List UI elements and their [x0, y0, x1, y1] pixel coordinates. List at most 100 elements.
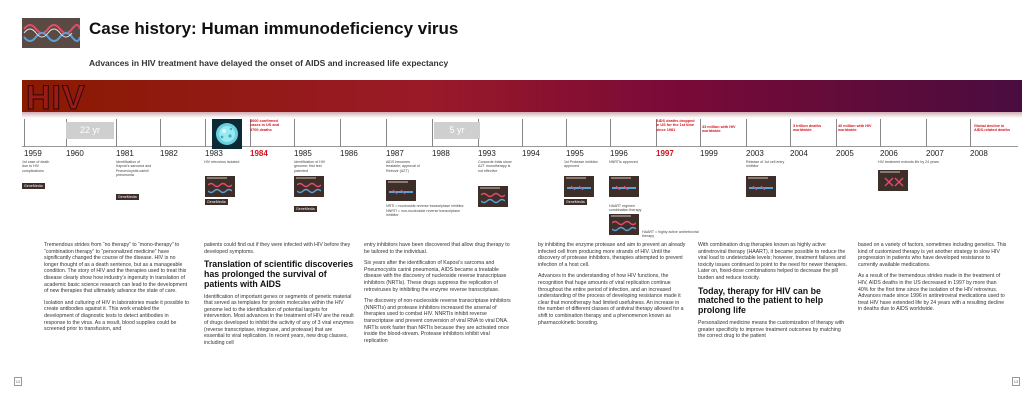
year-label: 1996 [610, 149, 628, 158]
year-label: 2004 [790, 149, 808, 158]
drug-image [478, 186, 508, 207]
paragraph: As a result of the tremendous strides ma… [858, 273, 1005, 313]
source-chip: GeneMedia [205, 199, 228, 205]
year-label: 2003 [746, 149, 764, 158]
note-1985: Identification of HIV genome; first test… [294, 160, 326, 173]
article-column-5: With combination drug therapies known as… [698, 242, 848, 345]
timeline-tick [294, 119, 295, 147]
timeline-tick [880, 119, 881, 147]
paragraph: With combination drug therapies known as… [698, 242, 848, 281]
timeline-tick [970, 119, 971, 147]
note-1996: NNRTIs approved [609, 160, 638, 164]
year-label: 1959 [24, 149, 42, 158]
timeline-tick [790, 119, 791, 147]
page-subtitle: Advances in HIV treatment have delayed t… [89, 58, 449, 68]
note-1987: AIDS becomes treatable; approval of Retr… [386, 160, 420, 173]
paragraph: Tremendous strides from “no therapy” to … [44, 242, 188, 295]
note-1997: AIDS deaths dropped in US for the 1st ti… [656, 119, 695, 132]
timeline-tick [610, 119, 611, 147]
note-1959: 1st case of death due to HIV complicatio… [22, 160, 50, 173]
year-label: 1960 [66, 149, 84, 158]
legend-nrti: NRTI = nucleoside reverse transcriptase … [386, 204, 464, 208]
timeline-tick [340, 119, 341, 147]
note-2008: Global decline in AIDS-related deaths [974, 124, 1011, 133]
timeline-tick [926, 119, 927, 147]
hiv-banner [22, 80, 1022, 112]
timeline-tick [836, 119, 837, 147]
hiv-banner-label: HIV [26, 79, 86, 118]
year-label: 1986 [340, 149, 358, 158]
paragraph: The discovery of non-nucleoside reverse … [364, 298, 511, 344]
timeline-tick [656, 119, 657, 147]
legend-nnrti: NNRTI = non-nucleoside reverse transcrip… [386, 209, 460, 218]
year-label: 1983 [205, 149, 223, 158]
year-label: 1999 [700, 149, 718, 158]
article-column-2: patients could find out if they were inf… [204, 242, 354, 351]
timeline-tick [24, 119, 25, 147]
timeline-tick [522, 119, 523, 147]
year-label: 2005 [836, 149, 854, 158]
hiv-banner-shadow [22, 112, 1022, 118]
section-heading: Today, therapy for HIV can be matched to… [698, 285, 824, 316]
year-label: 1995 [566, 149, 584, 158]
year-label: 1985 [294, 149, 312, 158]
drug-image [746, 176, 776, 197]
paragraph: Isolation and culturing of HIV in labora… [44, 299, 190, 333]
drug-image [386, 180, 416, 201]
page-number-left: 12 [14, 377, 22, 386]
paragraph: Personalized medicine means the customiz… [698, 319, 845, 340]
article-column-3: entry inhibitors have been discovered th… [364, 242, 514, 349]
drug-image [878, 170, 908, 191]
source-chip: GeneMedia [116, 194, 139, 200]
timeline-tick [700, 119, 701, 147]
logo-image [22, 18, 80, 48]
gap-marker-22yr: 22 yr [66, 122, 114, 139]
year-label: 1993 [478, 149, 496, 158]
virus-image [212, 119, 242, 149]
legend-haart: HAART = highly active antiretroviral the… [642, 230, 699, 239]
timeline-tick [205, 119, 206, 147]
note-1984: 8000 confirmed cases in US and 3700 deat… [250, 119, 280, 132]
paragraph: by inhibiting the enzyme protease and ai… [538, 242, 686, 268]
drug-image [564, 176, 594, 197]
page-number-right: 13 [1012, 377, 1020, 386]
drug-image [294, 176, 324, 197]
note-2005: 40 million with HIV worldwide [838, 124, 872, 133]
page-title: Case history: Human immunodeficiency vir… [89, 19, 459, 38]
paragraph: patients could find out if they were inf… [204, 242, 351, 255]
timeline-tick [116, 119, 117, 147]
year-label: 2007 [926, 149, 944, 158]
note-1999: 33 million with HIV worldwide [702, 125, 736, 134]
note-2006: HIV treatment extends life by 24 years [878, 160, 939, 164]
source-chip: GeneMedia [564, 199, 587, 205]
paragraph: Identification of important genes or seg… [204, 293, 354, 346]
year-label: 1982 [160, 149, 178, 158]
year-label: 1984 [250, 149, 268, 158]
year-label: 1994 [522, 149, 540, 158]
year-label: 1987 [386, 149, 404, 158]
note-1993: Concorde trials show AZT monotherapy is … [478, 160, 512, 173]
drug-image [609, 214, 639, 235]
note-2003: Release of 1st cell entry inhibitor [746, 160, 785, 169]
section-heading: Translation of scientific discoveries ha… [204, 259, 354, 289]
note-1983: HIV retrovirus isolated [204, 160, 240, 164]
paragraph: based on a variety of factors, sometimes… [858, 242, 1007, 268]
paragraph: Advances in the understanding of how HIV… [538, 273, 684, 326]
timeline-tick [386, 119, 387, 147]
article-column-6: based on a variety of factors, sometimes… [858, 242, 1008, 318]
paragraph: Six years after the identification of Ka… [364, 260, 507, 293]
note-1996-haart: HAART regimen combination therapy [609, 204, 642, 213]
note-1981: Identification of Kaposi's sarcoma and P… [116, 160, 152, 178]
drug-image [609, 176, 639, 197]
article-column-1: Tremendous strides from “no therapy” to … [44, 242, 190, 338]
paragraph: entry inhibitors have been discovered th… [364, 242, 510, 255]
year-label: 1981 [116, 149, 134, 158]
year-label: 2006 [880, 149, 898, 158]
year-label: 1988 [432, 149, 450, 158]
timeline-tick [250, 119, 251, 147]
year-label: 1997 [656, 149, 674, 158]
gap-marker-5yr: 5 yr [434, 122, 480, 139]
source-chip: GeneMedia [294, 206, 317, 212]
timeline-axis [22, 146, 1018, 147]
drug-image [205, 176, 235, 197]
